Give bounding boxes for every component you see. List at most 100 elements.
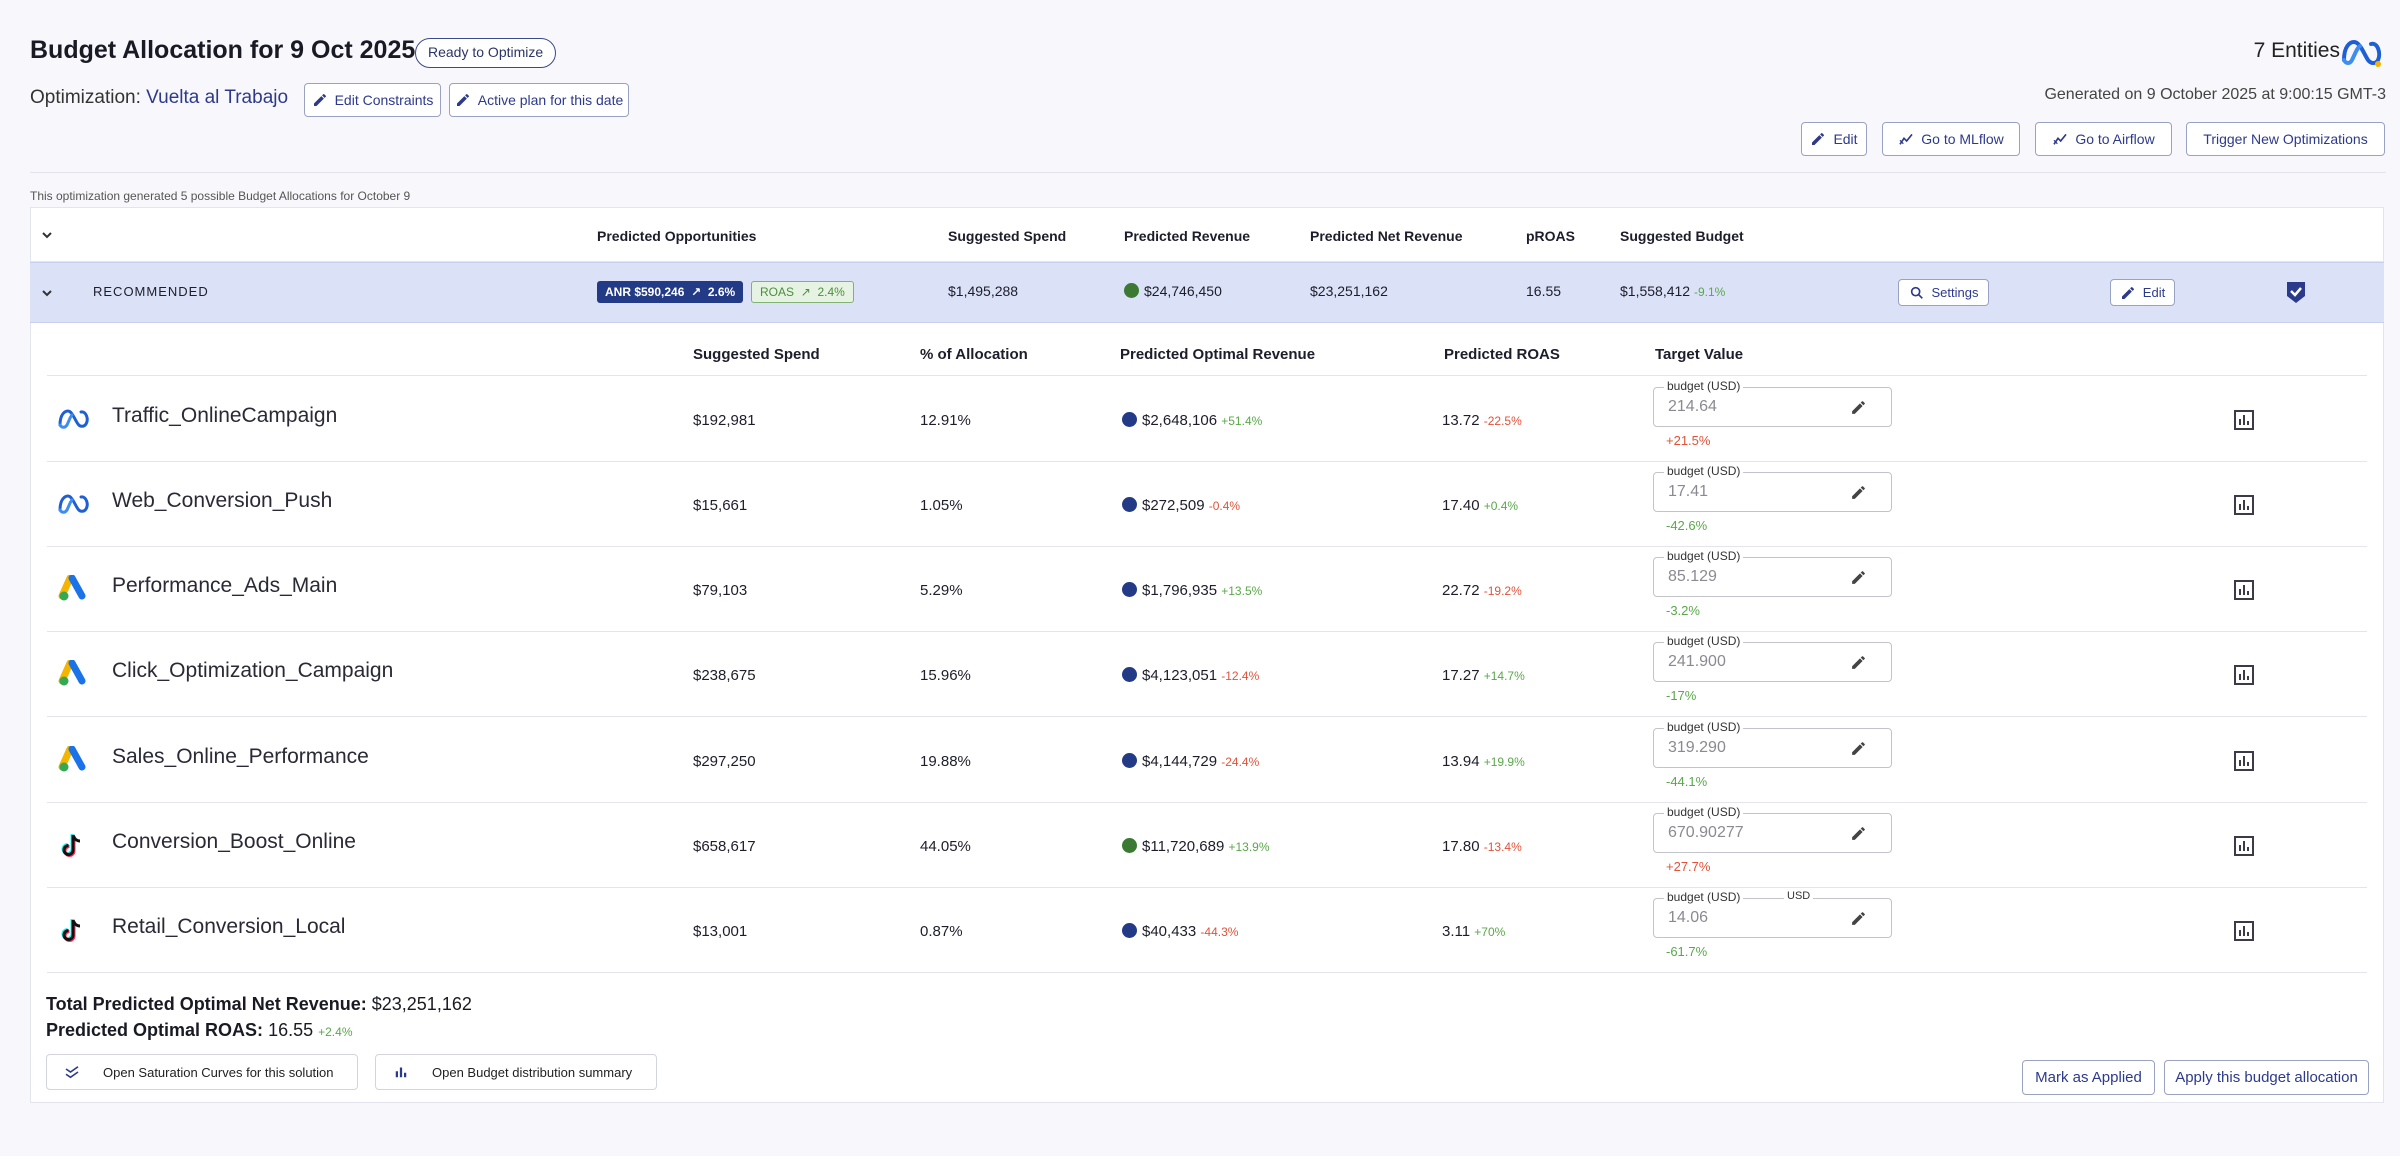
pencil-icon[interactable]: [1850, 569, 1867, 586]
campaign-spend: $15,661: [693, 496, 748, 514]
target-value-text: 241.900: [1668, 653, 1726, 670]
meta-logo-icon: [2342, 39, 2382, 67]
target-value-label: budget (USD): [1664, 464, 1744, 478]
active-plan-button[interactable]: Active plan for this date: [449, 83, 629, 117]
google-ads-icon: [58, 574, 90, 603]
recommended-budget-delta: -9.1%: [1693, 285, 1726, 299]
go-to-mlflow-button[interactable]: Go to MLflow: [1882, 122, 2020, 156]
chart-icon[interactable]: [2234, 920, 2254, 941]
allocation-note: This optimization generated 5 possible B…: [30, 189, 411, 203]
recommended-revenue-value: $24,746,450: [1144, 283, 1222, 299]
campaign-revenue: $40,433 -44.3%: [1122, 922, 1238, 940]
recommended-budget: $1,558,412 -9.1%: [1620, 283, 1725, 299]
target-value-text: 14.06: [1668, 909, 1709, 926]
col-optimal-revenue: Predicted Optimal Revenue: [1120, 346, 1316, 363]
edit-constraints-button[interactable]: Edit Constraints: [304, 83, 441, 117]
chart-icon[interactable]: [2234, 750, 2254, 771]
target-value-input[interactable]: budget (USD) 241.900: [1653, 634, 1892, 682]
chart-icon[interactable]: [2234, 579, 2254, 600]
pencil-icon: [2121, 286, 2134, 299]
target-value-input[interactable]: budget (USD) USD 14.06: [1653, 890, 1892, 938]
col-allocation: % of Allocation: [920, 346, 1028, 363]
target-value-delta: -3.2%: [1666, 603, 1700, 618]
target-value-input[interactable]: budget (USD) 17.41: [1653, 464, 1892, 512]
target-value-label: budget (USD): [1664, 890, 1744, 904]
target-unit-label: USD: [1784, 890, 1814, 902]
pencil-icon[interactable]: [1850, 825, 1867, 842]
chart-icon[interactable]: [2234, 409, 2254, 430]
total-roas-label: Predicted Optimal ROAS:: [46, 1020, 264, 1040]
target-value-label: budget (USD): [1664, 379, 1744, 393]
chevron-down-icon[interactable]: [40, 228, 54, 242]
recommended-spend: $1,495,288: [948, 283, 1019, 299]
total-net-revenue-value: $23,251,162: [371, 994, 472, 1014]
target-value-delta: -17%: [1666, 688, 1697, 703]
campaign-roas-delta: +19.9%: [1483, 754, 1525, 769]
pencil-icon[interactable]: [1850, 740, 1867, 757]
chart-icon[interactable]: [2234, 835, 2254, 856]
chart-icon[interactable]: [2234, 494, 2254, 515]
target-value-delta: -61.7%: [1666, 944, 1708, 959]
status-dot: [1122, 922, 1137, 938]
campaign-revenue-delta: +13.9%: [1228, 839, 1270, 854]
settings-button[interactable]: Settings: [1898, 279, 1989, 306]
campaign-revenue: $4,144,729 -24.4%: [1122, 752, 1260, 770]
campaign-revenue-value: $4,123,051: [1142, 666, 1218, 684]
distribution-label: Open Budget distribution summary: [432, 1064, 633, 1080]
apply-budget-allocation-button[interactable]: Apply this budget allocation: [2164, 1060, 2369, 1095]
pencil-icon[interactable]: [1850, 654, 1867, 671]
header-predicted-revenue: Predicted Revenue: [1124, 228, 1251, 244]
status-dot: [1122, 752, 1137, 768]
campaign-roas: 17.80 -13.4%: [1442, 838, 1522, 855]
mark-as-applied-button[interactable]: Mark as Applied: [2022, 1060, 2155, 1095]
target-value-delta: +21.5%: [1666, 433, 1711, 448]
campaign-revenue: $11,720,689 +13.9%: [1122, 837, 1270, 855]
campaign-spend: $192,981: [693, 411, 756, 429]
optimization-label: Optimization:: [30, 87, 141, 108]
status-dot: [1122, 837, 1137, 853]
target-value-input[interactable]: budget (USD) 319.290: [1653, 720, 1892, 768]
apply-label: Apply this budget allocation: [2175, 1069, 2358, 1086]
recommended-budget-value: $1,558,412: [1620, 283, 1691, 299]
campaign-name: Conversion_Boost_Online: [112, 829, 356, 853]
col-suggested-spend: Suggested Spend: [693, 346, 820, 363]
campaign-spend: $79,103: [693, 581, 748, 599]
total-roas-value: 16.55: [268, 1020, 314, 1040]
go-to-airflow-button[interactable]: Go to Airflow: [2035, 122, 2172, 156]
open-budget-distribution-button[interactable]: Open Budget distribution summary: [375, 1054, 657, 1090]
target-value-label: budget (USD): [1664, 805, 1744, 819]
pencil-icon[interactable]: [1850, 399, 1867, 416]
campaign-revenue-delta: -24.4%: [1221, 754, 1260, 769]
campaign-allocation: 12.91%: [920, 411, 971, 429]
open-saturation-curves-button[interactable]: Open Saturation Curves for this solution: [46, 1054, 358, 1090]
campaign-allocation: 5.29%: [920, 581, 963, 599]
target-value-input[interactable]: budget (USD) 214.64: [1653, 379, 1892, 427]
target-value-input[interactable]: budget (USD) 85.129: [1653, 549, 1892, 597]
edit-button[interactable]: Edit: [1801, 122, 1867, 156]
campaign-roas: 17.27 +14.7%: [1442, 667, 1525, 684]
pencil-icon[interactable]: [1850, 484, 1867, 501]
campaign-revenue-delta: -12.4%: [1221, 668, 1260, 683]
shield-check-icon[interactable]: [2286, 281, 2306, 304]
target-value-delta: -44.1%: [1666, 774, 1708, 789]
recommended-edit-button[interactable]: Edit: [2110, 279, 2175, 306]
row-divider: [47, 716, 2367, 717]
campaign-roas-value: 17.40: [1442, 496, 1480, 514]
target-value-input[interactable]: budget (USD) 670.90277: [1653, 805, 1892, 853]
chart-icon[interactable]: [2234, 664, 2254, 685]
campaign-revenue-value: $40,433: [1142, 922, 1197, 940]
target-value-label: budget (USD): [1664, 720, 1744, 734]
campaign-revenue-delta: +51.4%: [1221, 413, 1263, 428]
header-divider: [30, 172, 2386, 173]
meta-icon: [58, 490, 90, 518]
trigger-label: Trigger New Optimizations: [2203, 131, 2368, 147]
chevron-down-icon[interactable]: [40, 286, 54, 300]
recommended-row[interactable]: [30, 262, 2384, 323]
bar-chart-icon: [395, 1067, 407, 1078]
optimization-name-link[interactable]: Vuelta al Trabajo: [146, 87, 289, 108]
pencil-icon[interactable]: [1850, 910, 1867, 927]
campaign-roas: 22.72 -19.2%: [1442, 582, 1522, 599]
edit-label: Edit: [1833, 131, 1858, 147]
header-suggested-spend: Suggested Spend: [948, 228, 1067, 244]
trigger-new-optimizations-button[interactable]: Trigger New Optimizations: [2186, 122, 2385, 156]
